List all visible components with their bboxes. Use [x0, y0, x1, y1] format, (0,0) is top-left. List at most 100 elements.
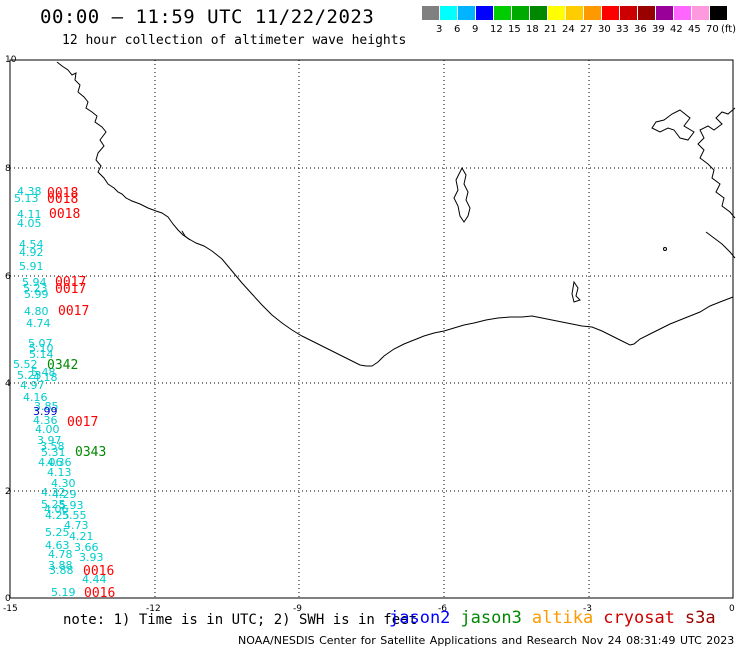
- wave-height-label: 5.31: [41, 446, 66, 459]
- y-tick-label: 2: [5, 487, 11, 497]
- color-scale-swatch: [476, 6, 493, 20]
- satellite-pass-labels: 0018001800180017001700170342001703430016…: [47, 186, 115, 601]
- wave-height-label: 5.07: [28, 337, 53, 350]
- color-scale-swatch: [710, 6, 727, 20]
- y-tick-label: 8: [5, 164, 11, 174]
- x-tick-label: -3: [583, 604, 592, 614]
- color-scale-label: 18: [526, 24, 539, 35]
- x-tick-label: -9: [293, 604, 302, 614]
- color-scale-swatch: [656, 6, 673, 20]
- color-scale-swatch: [422, 6, 439, 20]
- footnote: note: 1) Time is in UTC; 2) SWH is in fe…: [63, 612, 418, 628]
- pass-id-label: 0018: [47, 192, 78, 207]
- color-scale-swatch: [458, 6, 475, 20]
- color-scale-label: 9: [472, 24, 479, 35]
- x-axis-tick-labels: -15 -12 -9 -6 -3 0: [3, 604, 735, 614]
- pass-id-label: 0017: [55, 275, 86, 290]
- wave-height-label: 3.85: [34, 400, 59, 413]
- color-scale-label: 33: [616, 24, 629, 35]
- pass-id-label: 0016: [83, 564, 114, 579]
- wave-height-label: 3.66: [74, 541, 99, 554]
- wave-height-label: 3.93: [79, 551, 104, 564]
- wave-height-label: 4.92: [19, 246, 44, 259]
- color-scale-swatch: [440, 6, 457, 20]
- color-scale-label: 12: [490, 24, 503, 35]
- wave-height-label: 4.78: [48, 548, 73, 561]
- wave-height-label: 4.29: [52, 488, 77, 501]
- wave-height-label: 4.05: [17, 217, 42, 230]
- wave-height-label: 4.38: [17, 185, 42, 198]
- wave-height-label: 3.99: [33, 405, 58, 418]
- credit-footer: NOAA/NESDIS Center for Satellite Applica…: [238, 634, 735, 647]
- map-title: 00:00 – 11:59 UTC 11/22/2023: [40, 6, 375, 28]
- x-tick-label: -15: [3, 604, 18, 614]
- wave-height-label: 4.06: [44, 503, 69, 516]
- wave-height-label: 4.13: [47, 466, 72, 479]
- color-scale-label: 39: [652, 24, 665, 35]
- wave-height-label: 4.25: [45, 509, 70, 522]
- wave-height-label: 4.54: [19, 238, 44, 251]
- wave-height-label: 4.36: [33, 414, 58, 427]
- color-scale-label: 36: [634, 24, 647, 35]
- wave-height-label: 5.23: [17, 369, 42, 382]
- wave-height-label: 3.88: [49, 564, 74, 577]
- color-scale-label: 42: [670, 24, 683, 35]
- color-scale-swatch: [674, 6, 691, 20]
- legend-s3a: s3a: [684, 608, 716, 628]
- y-tick-label: 4: [5, 379, 11, 389]
- y-axis-tick-labels: 0 2 4 6 8 10: [5, 55, 17, 604]
- map-subtitle: 12 hour collection of altimeter wave hei…: [62, 33, 407, 48]
- wave-height-label: 5.55: [62, 509, 87, 522]
- color-scale-swatch: [692, 6, 709, 20]
- wave-height-label: 4.36: [47, 456, 72, 469]
- wave-height-label: 4.30: [51, 477, 76, 490]
- x-tick-label: 0: [729, 604, 735, 614]
- pass-id-label: 0018: [47, 186, 78, 201]
- wave-height-label: 5.13: [14, 192, 39, 205]
- wave-height-label: 5.14: [29, 348, 54, 361]
- color-scale-swatch: [512, 6, 529, 20]
- wave-height-label: 4.06: [38, 456, 63, 469]
- color-scale-swatch: [548, 6, 565, 20]
- legend-jason2: jason2: [389, 608, 451, 628]
- wave-height-label: 5.19: [51, 586, 76, 599]
- wave-height-label: 5.48: [31, 366, 56, 379]
- y-tick-label: 10: [5, 55, 17, 65]
- wave-height-label: 4.00: [35, 423, 60, 436]
- color-scale-swatch: [602, 6, 619, 20]
- pass-id-label: 0017: [58, 304, 89, 319]
- x-tick-label: -6: [438, 604, 447, 614]
- wave-height-label: 5.93: [59, 499, 84, 512]
- pass-id-label: 0343: [75, 445, 106, 460]
- wave-height-label: 3.88: [48, 559, 73, 572]
- color-scale-swatch: [584, 6, 601, 20]
- satellite-legend: jason2 jason3 altika cryosat s3a: [389, 608, 726, 628]
- color-scale-label: 45: [688, 24, 701, 35]
- color-scale-label: 6: [454, 24, 461, 35]
- color-scale-label: 24: [562, 24, 575, 35]
- color-scale-label: 70: [706, 24, 719, 35]
- pass-id-label: 0017: [55, 282, 86, 297]
- wave-height-label: 4.74: [26, 317, 51, 330]
- pass-id-label: 0342: [47, 358, 78, 373]
- color-scale-label: 27: [580, 24, 593, 35]
- color-scale-label: 30: [598, 24, 611, 35]
- wave-height-label: 3.97: [37, 434, 62, 447]
- wave-height-label: 4.73: [64, 519, 89, 532]
- wave-height-label: 4.11: [17, 208, 42, 221]
- wave-height-label: 5.94: [22, 276, 47, 289]
- wave-height-label: 5.25: [41, 498, 66, 511]
- wave-height-label: 5.91: [19, 260, 44, 273]
- pass-id-label: 0016: [84, 586, 115, 601]
- x-tick-label: -12: [146, 604, 161, 614]
- color-scale-swatch: [566, 6, 583, 20]
- color-scale-swatch: [494, 6, 511, 20]
- y-tick-label: 6: [5, 272, 11, 282]
- plot-frame: [9, 59, 734, 599]
- wave-height-label: 5.10: [29, 342, 54, 355]
- color-scale-label: 15: [508, 24, 521, 35]
- grid-lines: [10, 60, 733, 598]
- wave-height-label: 5.23: [23, 282, 48, 295]
- pass-id-label: 0018: [49, 207, 80, 222]
